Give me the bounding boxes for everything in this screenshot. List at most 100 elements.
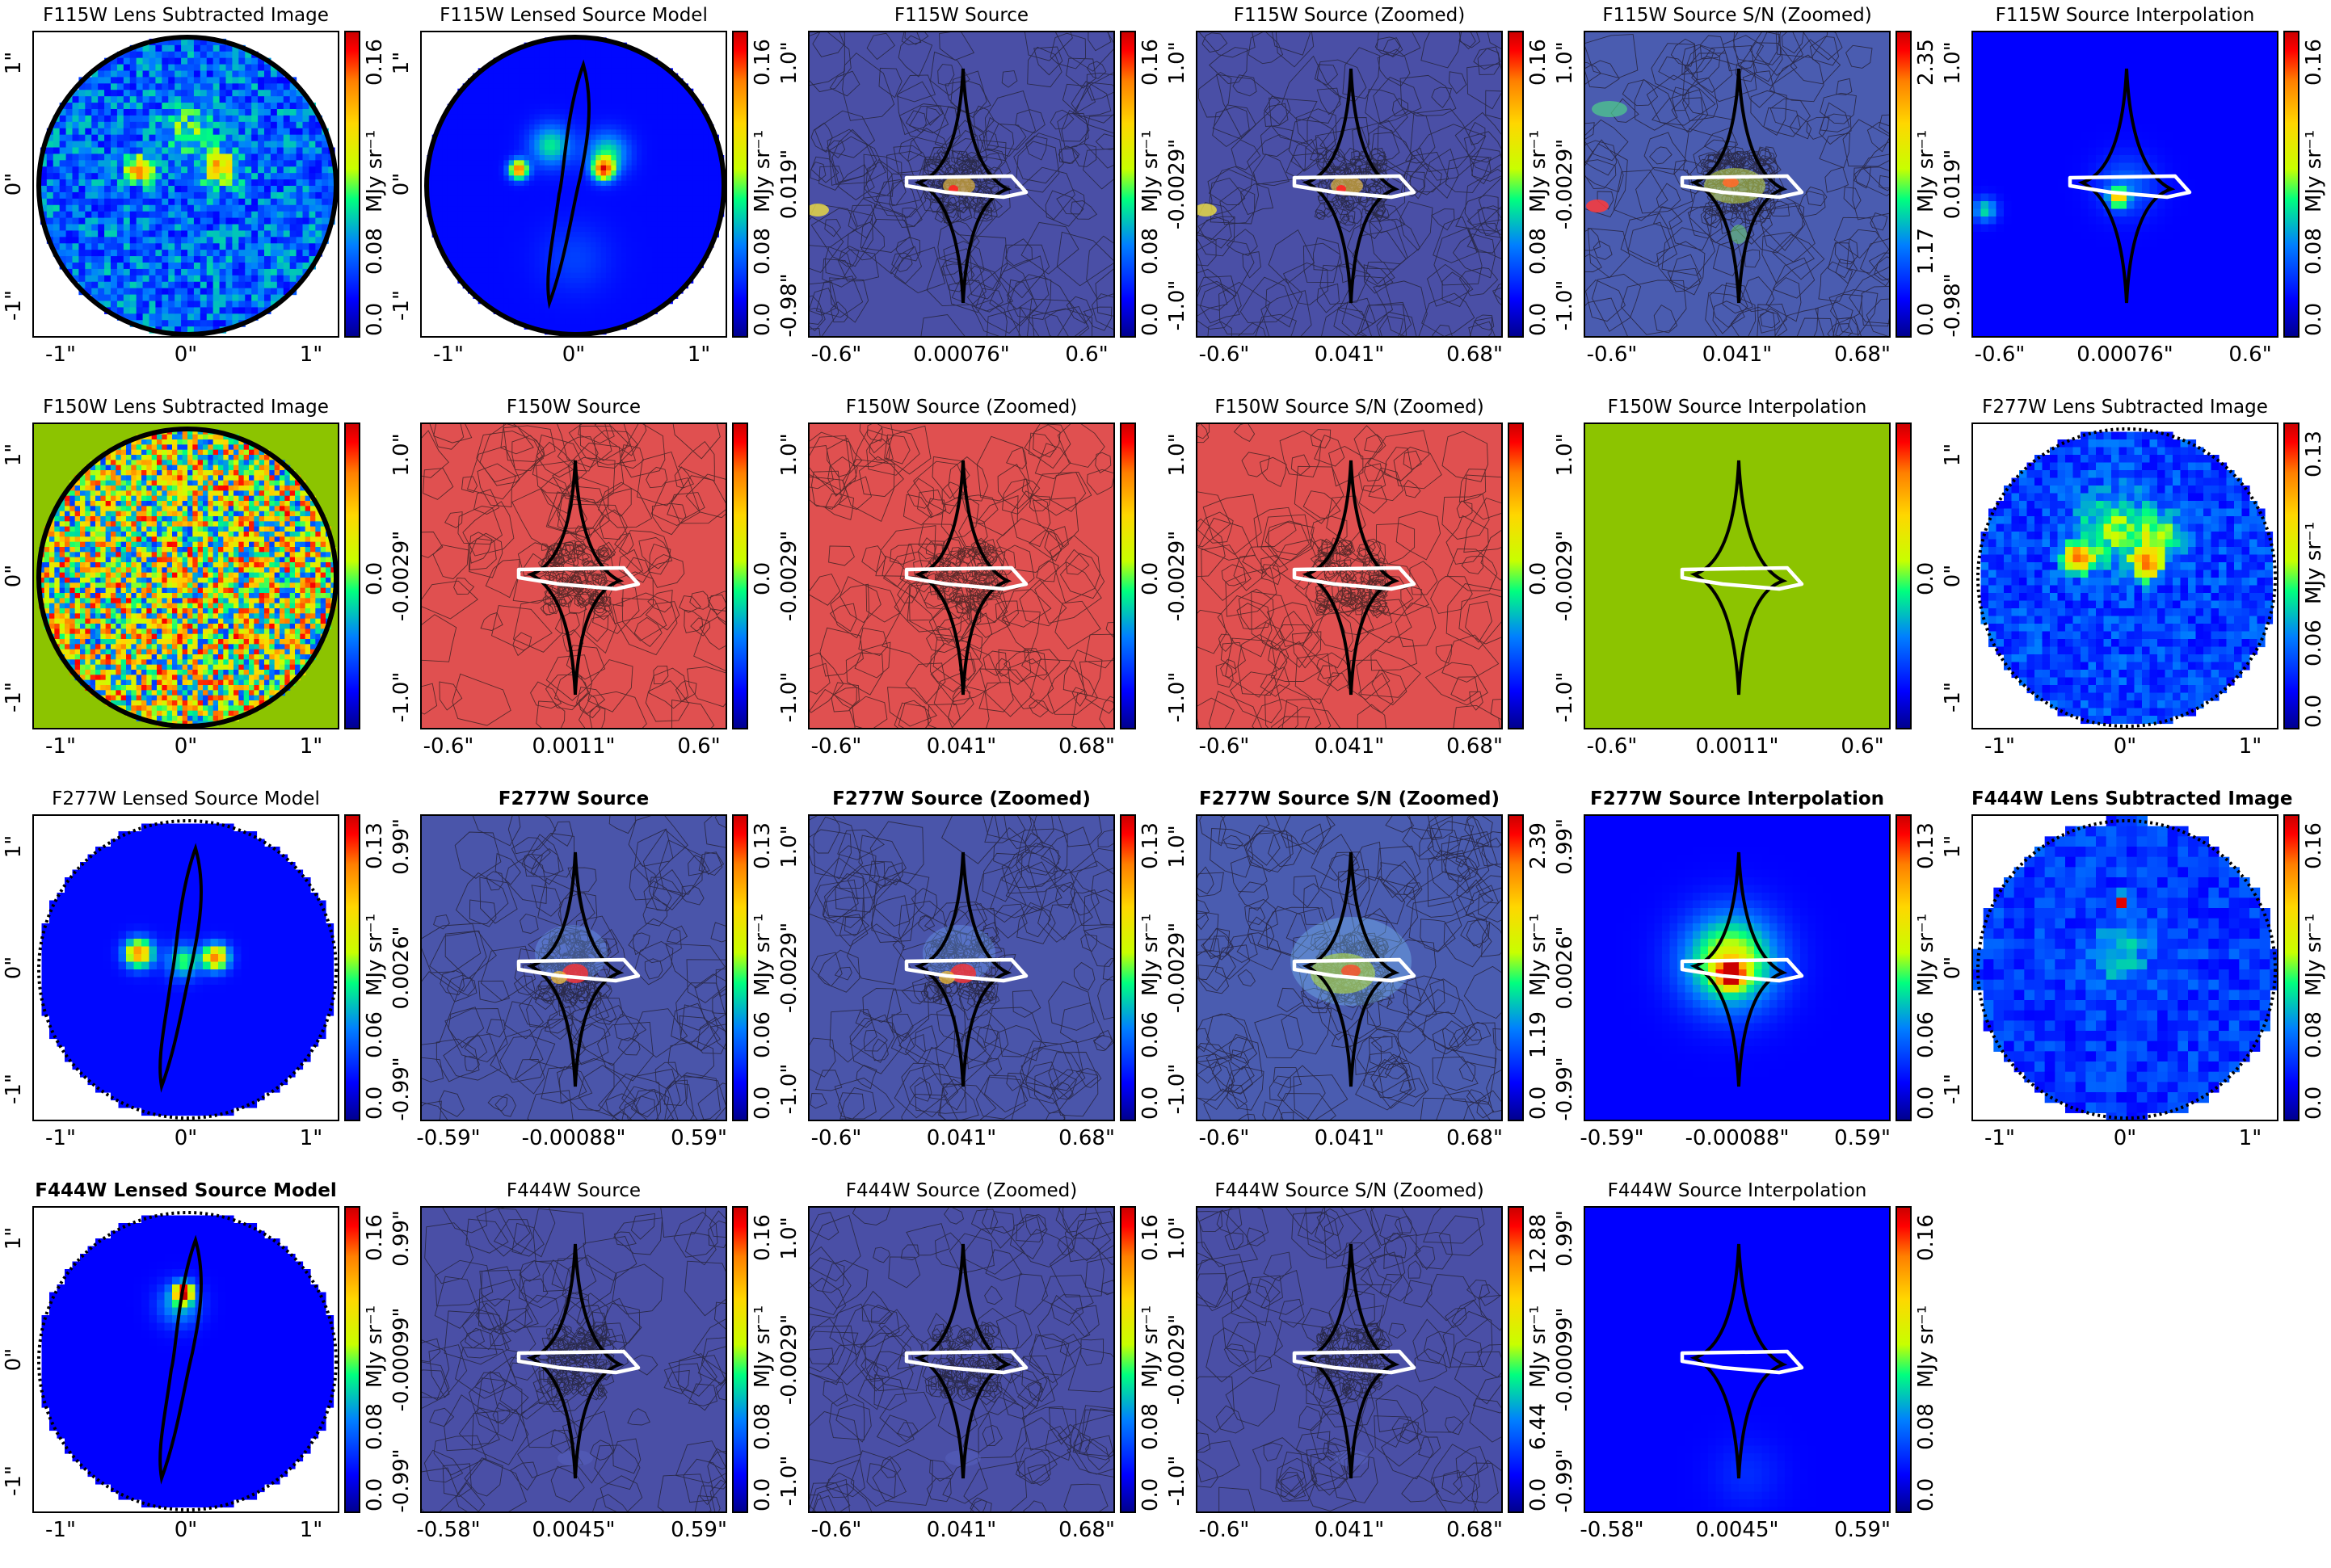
pixel bbox=[524, 166, 530, 171]
pixel bbox=[437, 166, 443, 171]
pixel bbox=[98, 237, 105, 244]
pixel bbox=[207, 58, 214, 65]
pixel bbox=[529, 120, 535, 125]
pixel bbox=[494, 258, 499, 263]
pixel bbox=[595, 58, 601, 64]
pixel bbox=[647, 288, 653, 294]
pixel bbox=[540, 293, 545, 299]
pixel bbox=[271, 212, 278, 219]
pixel bbox=[663, 247, 668, 253]
pixel bbox=[483, 78, 489, 84]
pixel bbox=[663, 227, 668, 233]
pixel bbox=[524, 104, 530, 110]
pixel bbox=[277, 160, 284, 167]
pixel bbox=[483, 263, 489, 268]
pixel bbox=[483, 273, 489, 279]
pixel bbox=[297, 96, 304, 103]
pixel bbox=[509, 109, 515, 115]
pixel bbox=[78, 199, 86, 206]
pixel bbox=[611, 298, 616, 304]
pixel bbox=[137, 192, 144, 200]
pixel bbox=[611, 206, 616, 212]
pixel bbox=[194, 141, 201, 149]
pixel bbox=[290, 109, 297, 116]
pixel bbox=[168, 237, 175, 244]
pixel bbox=[213, 128, 221, 136]
pixel bbox=[678, 160, 684, 166]
pixel bbox=[213, 135, 221, 142]
pixel bbox=[560, 48, 566, 53]
pixel bbox=[499, 258, 504, 263]
pixel bbox=[534, 242, 540, 248]
pixel bbox=[473, 258, 478, 263]
pixel bbox=[175, 128, 182, 136]
pixel bbox=[621, 191, 627, 196]
pixel bbox=[155, 313, 162, 321]
pixel bbox=[264, 65, 271, 72]
pixel bbox=[683, 263, 688, 268]
pixel bbox=[595, 170, 601, 176]
pixel bbox=[149, 122, 157, 129]
pixel bbox=[688, 104, 693, 110]
pixel bbox=[194, 160, 201, 167]
pixel bbox=[514, 288, 520, 294]
pixel bbox=[509, 247, 515, 253]
pixel bbox=[117, 301, 124, 309]
pixel bbox=[688, 221, 693, 227]
pixel bbox=[297, 153, 304, 161]
pixel bbox=[611, 63, 616, 69]
pixel bbox=[560, 104, 566, 110]
pixel bbox=[168, 313, 175, 321]
pixel bbox=[66, 218, 74, 225]
pixel bbox=[632, 160, 637, 166]
pixel bbox=[601, 155, 607, 161]
pixel bbox=[137, 307, 144, 314]
pixel bbox=[187, 275, 195, 283]
pixel bbox=[632, 135, 637, 141]
pixel bbox=[540, 63, 545, 69]
pixel bbox=[137, 141, 144, 149]
pixel bbox=[549, 99, 555, 104]
pixel bbox=[290, 250, 297, 257]
pixel bbox=[626, 278, 632, 284]
pixel bbox=[309, 153, 316, 161]
pixel bbox=[478, 273, 484, 279]
pixel bbox=[606, 304, 612, 309]
pixel bbox=[586, 263, 591, 268]
pixel bbox=[200, 269, 208, 276]
pixel bbox=[652, 124, 658, 130]
pixel bbox=[652, 104, 658, 110]
pixel bbox=[73, 192, 80, 200]
pixel bbox=[264, 83, 271, 90]
pixel bbox=[463, 273, 469, 279]
pixel bbox=[232, 52, 239, 59]
pixel bbox=[200, 199, 208, 206]
pixel bbox=[575, 124, 581, 130]
pixel bbox=[570, 283, 576, 288]
pixel bbox=[713, 175, 719, 181]
pixel bbox=[601, 89, 607, 95]
pixel bbox=[220, 52, 227, 59]
pixel bbox=[688, 120, 693, 125]
pixel bbox=[168, 230, 175, 238]
colorbar-tick-label: 0.0 bbox=[1526, 303, 1550, 336]
pixel bbox=[642, 304, 647, 309]
pixel bbox=[53, 225, 61, 232]
pixel bbox=[468, 89, 473, 95]
pixel bbox=[181, 58, 188, 65]
pixel bbox=[168, 122, 175, 129]
pixel bbox=[181, 301, 188, 309]
pixel bbox=[73, 199, 80, 206]
pixel bbox=[514, 124, 520, 130]
pixel bbox=[220, 109, 227, 116]
pixel bbox=[672, 150, 678, 156]
pixel bbox=[130, 186, 137, 193]
pixel bbox=[514, 196, 520, 202]
pixel bbox=[591, 135, 596, 141]
pixel bbox=[104, 263, 112, 270]
pixel bbox=[238, 275, 246, 283]
pixel bbox=[678, 170, 684, 176]
pixel bbox=[277, 205, 284, 212]
pixel bbox=[309, 205, 316, 212]
pixel bbox=[137, 225, 144, 232]
